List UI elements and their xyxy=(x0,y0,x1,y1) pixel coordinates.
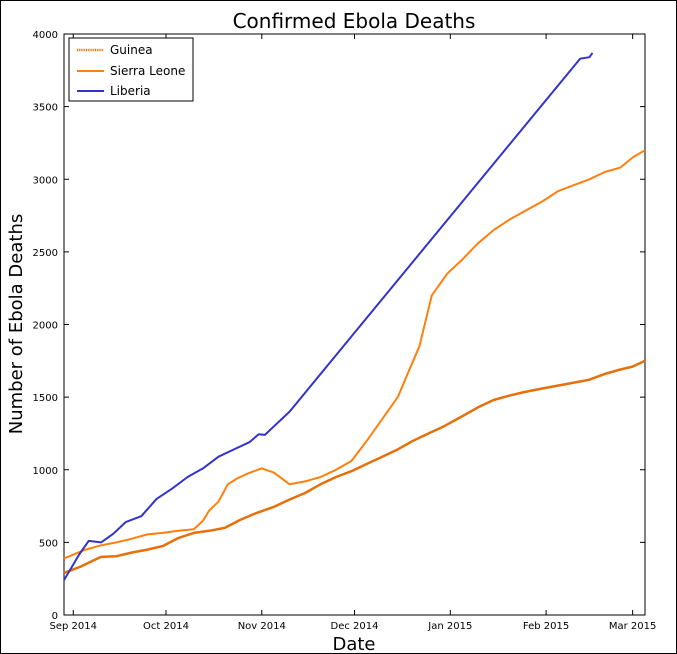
y-tick-label: 3500 xyxy=(33,103,58,114)
x-tick-label: Sep 2014 xyxy=(50,621,97,632)
y-tick-label: 500 xyxy=(39,538,58,549)
plot-area xyxy=(63,33,646,616)
y-tick-label: 2000 xyxy=(33,321,58,332)
y-tick-label: 4000 xyxy=(33,30,58,41)
x-axis: Sep 2014 Oct 2014 Nov 2014 Dec 2014 Jan 2015… xyxy=(50,34,657,632)
x-tick-label: Feb 2015 xyxy=(523,621,569,632)
x-tick-label: Dec 2014 xyxy=(331,621,379,632)
x-tick-label: Nov 2014 xyxy=(238,621,286,632)
y-axis: 0 500 1000 1500 2000 2500 3000 3500 4000 xyxy=(33,30,645,622)
y-tick-label: 0 xyxy=(52,611,58,622)
x-tick-label: Jan 2015 xyxy=(427,621,472,632)
chart-title: Confirmed Ebola Deaths xyxy=(233,9,476,33)
x-axis-label: Date xyxy=(332,634,375,654)
y-axis-label: Number of Ebola Deaths xyxy=(6,214,27,434)
x-tick-label: Mar 2015 xyxy=(609,621,657,632)
y-tick-label: 1500 xyxy=(33,393,58,404)
legend-label-guinea: Guinea xyxy=(110,43,153,57)
legend: Guinea Sierra Leone Liberia xyxy=(68,37,194,102)
legend-label-liberia: Liberia xyxy=(110,84,151,98)
series-line-guinea xyxy=(63,359,646,575)
legend-label-sierra-leone: Sierra Leone xyxy=(110,64,185,78)
y-tick-label: 3000 xyxy=(33,175,58,186)
series-line-sierra-leone xyxy=(63,149,646,560)
x-tick-label: Oct 2014 xyxy=(143,621,189,632)
series-line-liberia xyxy=(63,52,594,581)
y-tick-label: 1000 xyxy=(33,466,58,477)
series-layer xyxy=(63,52,646,581)
y-tick-label: 2500 xyxy=(33,248,58,259)
